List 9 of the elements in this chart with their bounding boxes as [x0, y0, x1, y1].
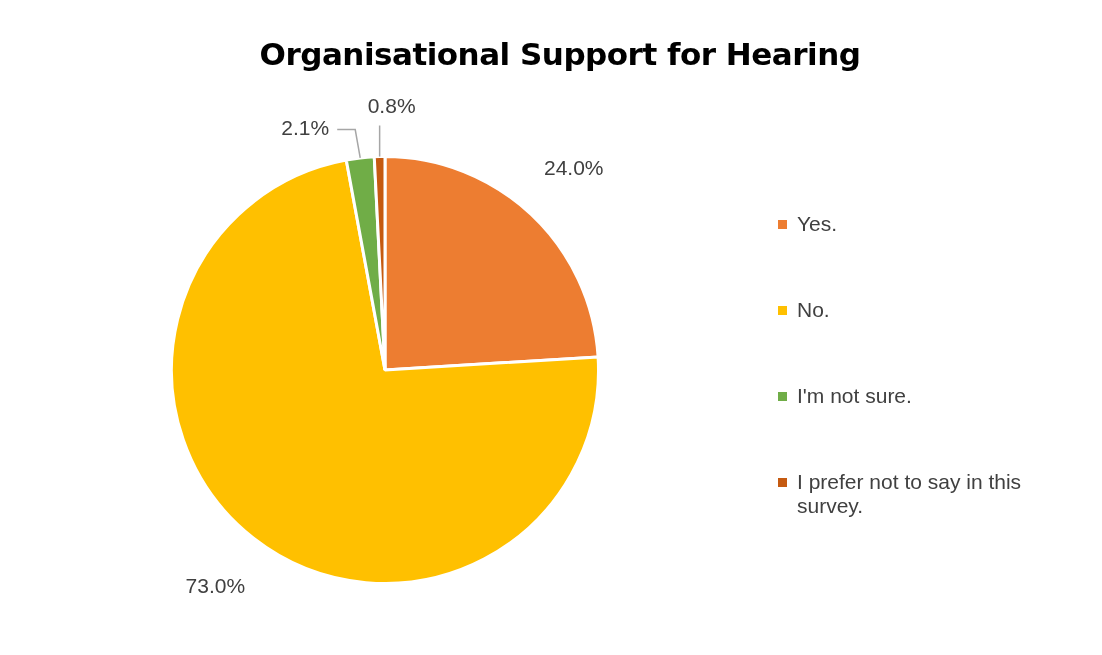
legend-label: I prefer not to say in this survey.	[797, 470, 1023, 518]
legend-label: Yes.	[797, 212, 838, 236]
chart-title: Organisational Support for Hearing	[258, 36, 862, 72]
data-label: 24.0%	[543, 156, 604, 180]
legend-label: No.	[797, 298, 830, 322]
data-label: 0.8%	[367, 94, 416, 118]
legend-label: I'm not sure.	[797, 384, 912, 408]
data-label: 2.1%	[281, 116, 330, 140]
data-label: 73.0%	[185, 573, 246, 597]
